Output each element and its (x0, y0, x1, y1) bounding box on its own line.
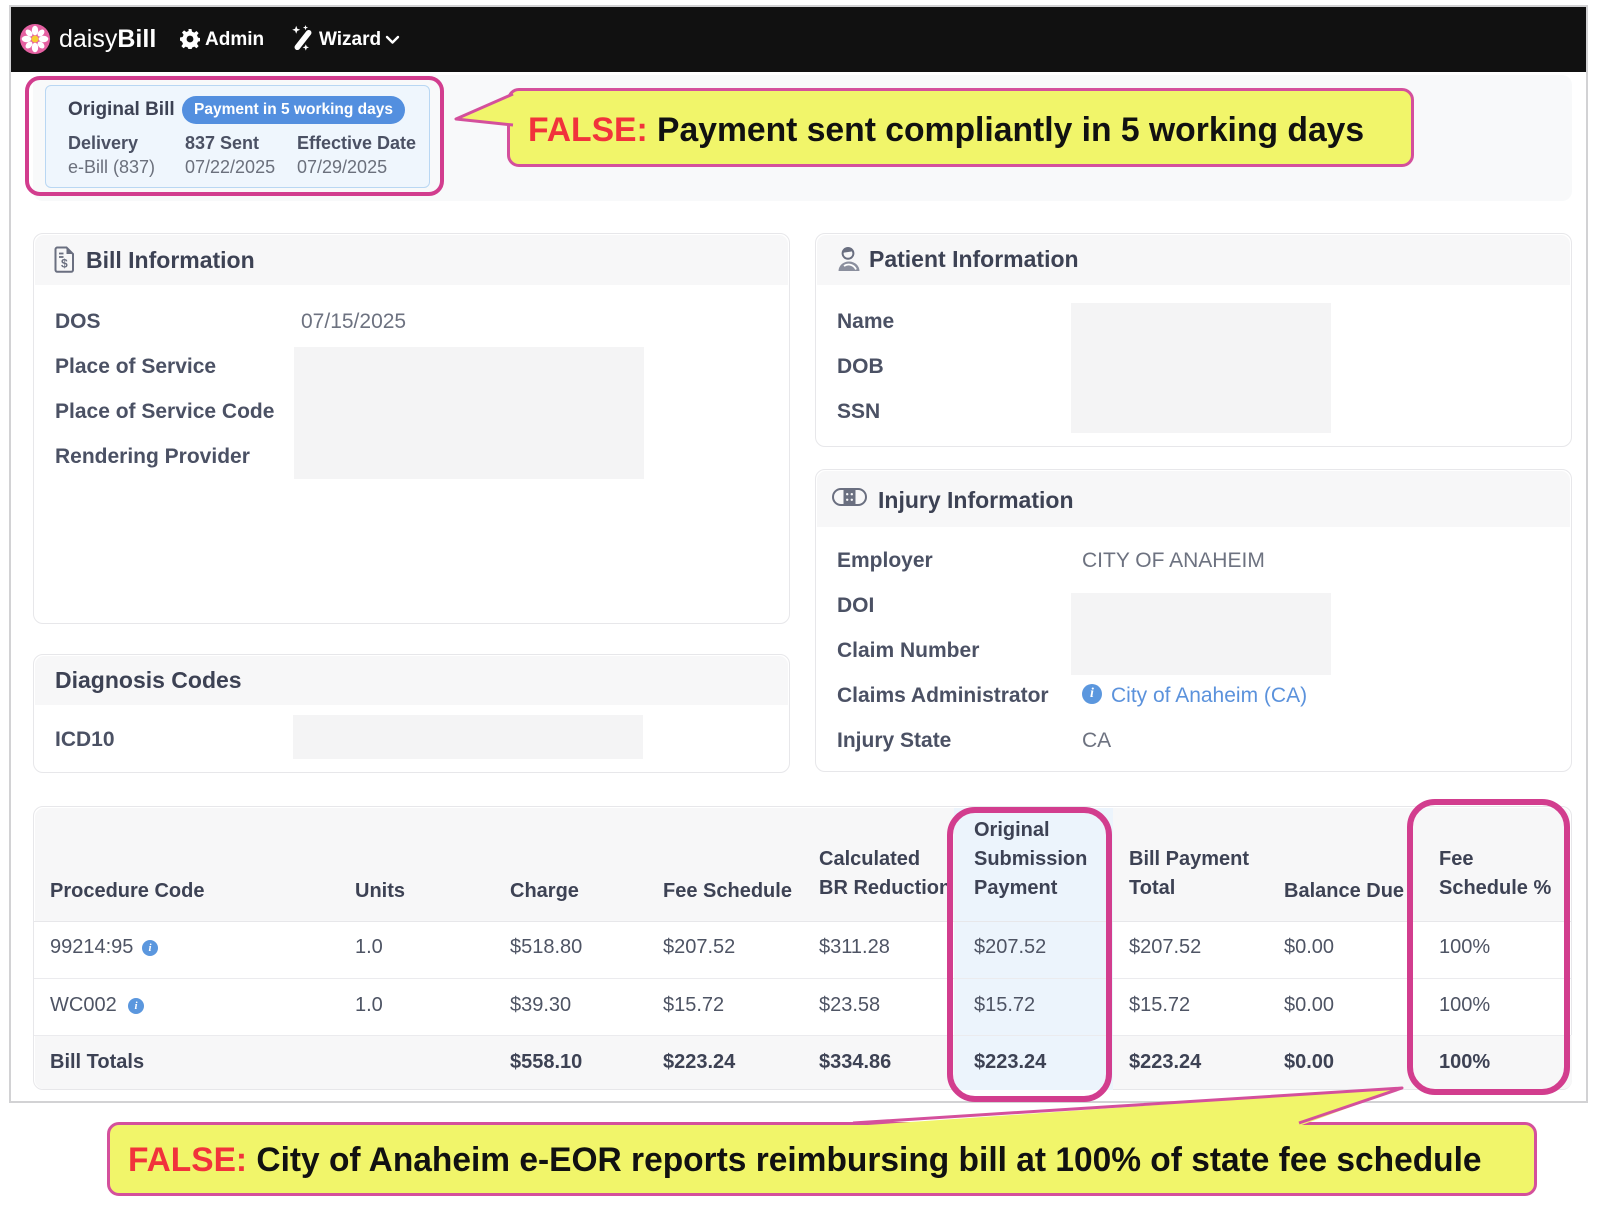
svg-text:$: $ (61, 257, 68, 271)
